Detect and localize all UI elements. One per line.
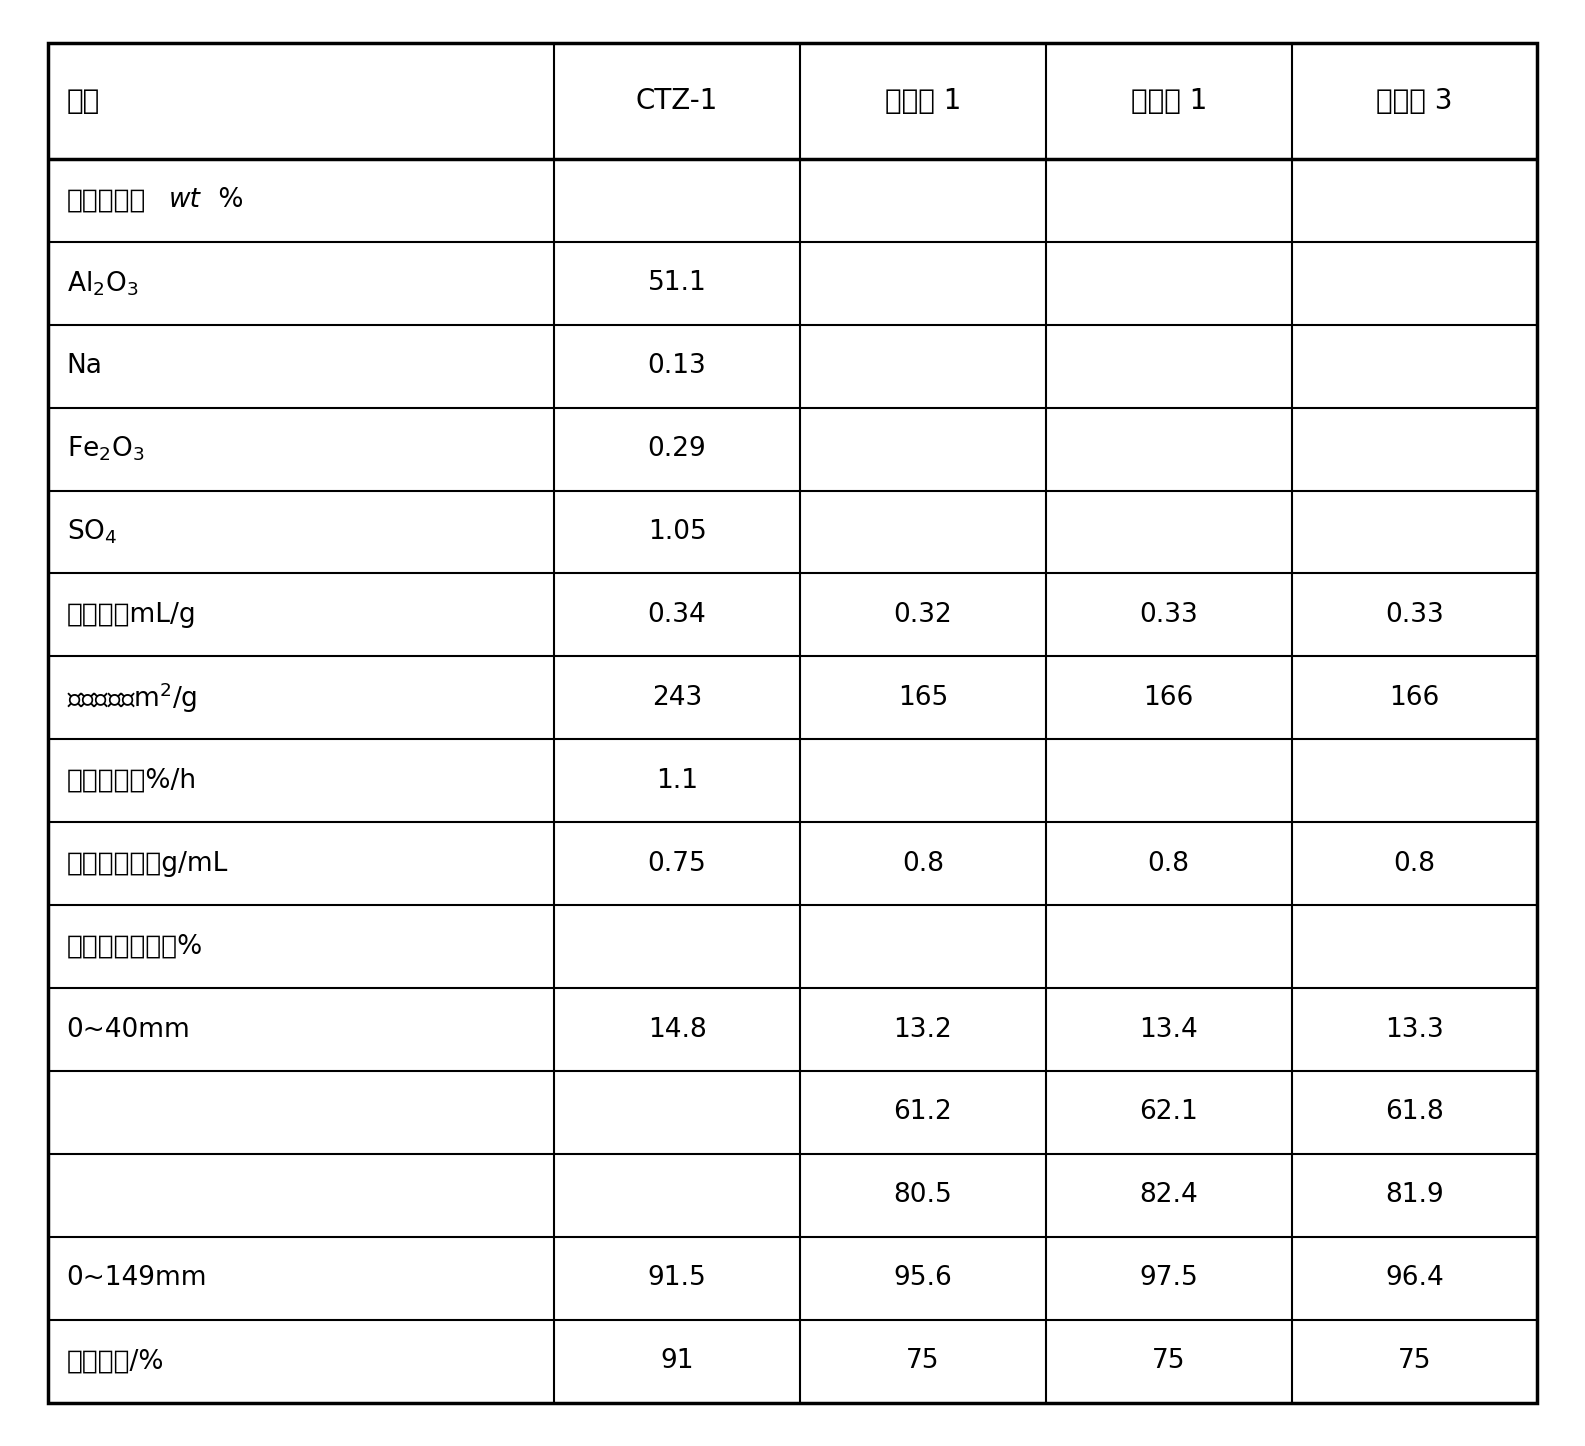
Text: Fe$_2$O$_3$: Fe$_2$O$_3$ (67, 435, 144, 463)
Text: 0.34: 0.34 (648, 602, 707, 628)
Text: 0.8: 0.8 (902, 850, 943, 876)
Text: 97.5: 97.5 (1140, 1265, 1198, 1291)
Text: 0.75: 0.75 (648, 850, 707, 876)
Text: 95.6: 95.6 (894, 1265, 953, 1291)
Text: 13.2: 13.2 (894, 1017, 953, 1043)
Text: 91: 91 (661, 1348, 694, 1374)
Text: 实施例 1: 实施例 1 (1130, 87, 1206, 116)
Text: 75: 75 (907, 1348, 940, 1374)
Text: 91.5: 91.5 (648, 1265, 707, 1291)
Text: 13.4: 13.4 (1140, 1017, 1198, 1043)
Text: 14.8: 14.8 (648, 1017, 707, 1043)
Text: 243: 243 (651, 685, 702, 711)
Text: 166: 166 (1143, 685, 1194, 711)
Text: 0.32: 0.32 (894, 602, 953, 628)
Text: 96.4: 96.4 (1385, 1265, 1444, 1291)
Text: 0.29: 0.29 (648, 437, 707, 463)
Text: 表观松密度，g/mL: 表观松密度，g/mL (67, 850, 228, 876)
Text: 0.8: 0.8 (1148, 850, 1190, 876)
Text: 筛分体积分数，%: 筛分体积分数，% (67, 934, 203, 960)
Text: 51.1: 51.1 (648, 270, 707, 296)
Text: 61.8: 61.8 (1385, 1099, 1444, 1125)
Text: 实施例 3: 实施例 3 (1376, 87, 1453, 116)
Text: 165: 165 (897, 685, 948, 711)
Text: 0.8: 0.8 (1393, 850, 1436, 876)
Text: 75: 75 (1152, 1348, 1186, 1374)
Text: 166: 166 (1390, 685, 1439, 711)
Text: 0.33: 0.33 (1385, 602, 1444, 628)
Text: 1.05: 1.05 (648, 519, 707, 545)
Text: Na: Na (67, 353, 103, 379)
Text: 孔体积，mL/g: 孔体积，mL/g (67, 602, 197, 628)
Text: 质量组成，: 质量组成， (67, 188, 146, 214)
Text: 80.5: 80.5 (894, 1183, 953, 1209)
Text: 0.33: 0.33 (1140, 602, 1198, 628)
Text: CTZ-1: CTZ-1 (636, 87, 718, 116)
Text: SO$_4$: SO$_4$ (67, 518, 117, 547)
Text: 0~149mm: 0~149mm (67, 1265, 208, 1291)
Text: 微反活性/%: 微反活性/% (67, 1348, 165, 1374)
Text: 磨损指数，%/h: 磨损指数，%/h (67, 768, 197, 794)
Text: 比表面积，m$^2$/g: 比表面积，m$^2$/g (67, 681, 197, 716)
Text: %: % (211, 188, 244, 214)
Text: 82.4: 82.4 (1140, 1183, 1198, 1209)
Text: wt: wt (170, 188, 201, 214)
Text: 1.1: 1.1 (656, 768, 697, 794)
Text: 61.2: 61.2 (894, 1099, 953, 1125)
Text: 0~40mm: 0~40mm (67, 1017, 190, 1043)
Text: Al$_2$O$_3$: Al$_2$O$_3$ (67, 269, 138, 298)
Text: 13.3: 13.3 (1385, 1017, 1444, 1043)
Text: 75: 75 (1398, 1348, 1431, 1374)
Text: 0.13: 0.13 (648, 353, 707, 379)
Text: 项目: 项目 (67, 87, 100, 116)
Text: 62.1: 62.1 (1140, 1099, 1198, 1125)
Text: 81.9: 81.9 (1385, 1183, 1444, 1209)
Text: 对比例 1: 对比例 1 (884, 87, 961, 116)
